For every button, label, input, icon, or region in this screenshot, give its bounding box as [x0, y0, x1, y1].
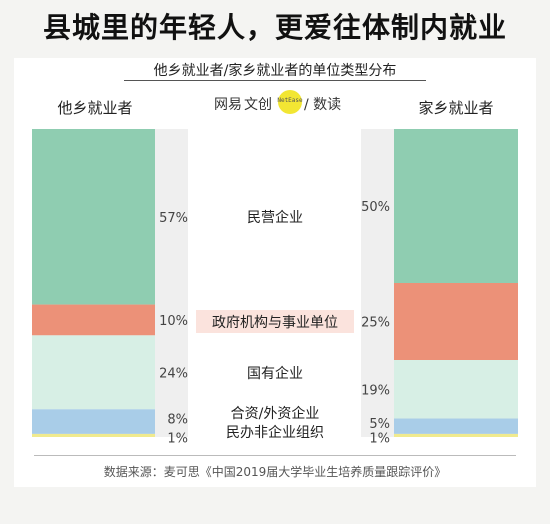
bar-segment-s1-c0 [394, 129, 518, 283]
chart-title-underline [124, 80, 426, 81]
source-divider [34, 455, 516, 456]
bar-segment-s1-c4 [394, 433, 518, 437]
netease-logo: 网易 文创 NetEase / 数读 [212, 90, 342, 114]
category-highlight [196, 310, 354, 333]
logo-dot-text: NetEase [277, 97, 303, 104]
value-label-s0-c1: 10% [159, 314, 188, 329]
bar-segment-s1-c2 [394, 360, 518, 419]
category-label-2: 国有企业 [247, 365, 303, 382]
value-label-s1-c4: 1% [369, 431, 390, 446]
bar-segment-s0-c3 [32, 409, 155, 434]
bar-track-0 [155, 129, 188, 437]
page-title: 县城里的年轻人，更爱往体制内就业 [42, 11, 507, 44]
category-label-0: 民营企业 [247, 209, 303, 226]
bar-segment-s0-c4 [32, 433, 155, 437]
bar-segment-s1-c3 [394, 418, 518, 434]
value-label-s0-c4: 1% [167, 431, 188, 446]
bar-segment-s0-c1 [32, 304, 155, 336]
category-label-4: 民办非企业组织 [226, 424, 324, 441]
value-label-s1-c3: 5% [369, 417, 390, 432]
category-label-1: 政府机构与事业单位 [212, 315, 338, 331]
value-label-s1-c2: 19% [361, 383, 390, 398]
logo-dot-icon [278, 90, 302, 114]
value-label-s1-c0: 50% [361, 200, 390, 215]
value-label-s0-c3: 8% [167, 413, 188, 428]
right-series-label: 家乡就业者 [418, 99, 494, 117]
value-label-s1-c1: 25% [361, 316, 390, 331]
bar-segment-s1-c1 [394, 283, 518, 360]
logo-text-wenchuang: 文创 [244, 97, 272, 113]
chart-title: 他乡就业者/家乡就业者的单位类型分布 [153, 63, 397, 79]
bar-track-1 [361, 129, 394, 437]
bar-segment-s0-c0 [32, 129, 155, 305]
value-label-s0-c2: 24% [159, 366, 188, 381]
category-label-3: 合资/外资企业 [231, 405, 320, 422]
logo-text-netease: 网易 [214, 97, 242, 113]
left-series-label: 他乡就业者 [57, 99, 133, 117]
bar-segment-s0-c2 [32, 335, 155, 410]
source-note: 数据来源：麦可思《中国2019届大学毕业生培养质量跟踪评价》 [103, 465, 447, 479]
logo-text-shudu: / 数读 [304, 97, 342, 113]
value-label-s0-c0: 57% [159, 211, 188, 226]
